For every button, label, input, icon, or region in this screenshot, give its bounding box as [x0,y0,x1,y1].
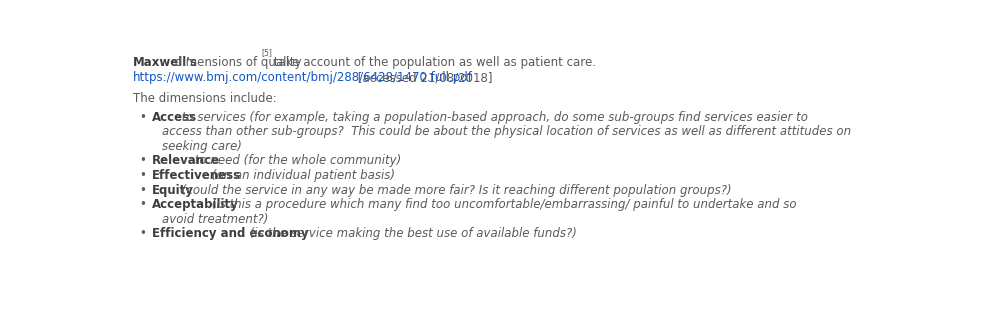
Text: •: • [138,111,145,124]
Text: take account of the population as well as patient care.: take account of the population as well a… [270,56,596,69]
Text: [5]: [5] [262,48,273,57]
Text: (is this a procedure which many find too uncomfortable/embarrassing/ painful to : (is this a procedure which many find too… [207,198,796,211]
Text: •: • [138,154,145,168]
Text: Equity: Equity [152,184,194,196]
Text: to need (for the whole community): to need (for the whole community) [191,154,401,168]
Text: Access: Access [152,111,197,124]
Text: dimensions of quality: dimensions of quality [171,56,302,69]
Text: •: • [138,169,145,182]
Text: [accessed 21/08/2018]: [accessed 21/08/2018] [354,72,492,84]
Text: Relevance: Relevance [152,154,220,168]
Text: Acceptability: Acceptability [152,198,238,211]
Text: Efficiency and economy: Efficiency and economy [152,227,308,240]
Text: •: • [138,184,145,196]
Text: The dimensions include:: The dimensions include: [132,92,277,105]
Text: (is the service making the best use of available funds?): (is the service making the best use of a… [246,227,577,240]
Text: (could the service in any way be made more fair? Is it reaching different popula: (could the service in any way be made mo… [178,184,731,196]
Text: https://www.bmj.com/content/bmj/288/6428/1470.full.pdf: https://www.bmj.com/content/bmj/288/6428… [132,72,472,84]
Text: (on an individual patient basis): (on an individual patient basis) [207,169,395,182]
Text: Maxwell's: Maxwell's [132,56,198,69]
Text: •: • [138,227,145,240]
Text: •: • [138,198,145,211]
Text: to services (for example, taking a population-based approach, do some sub-groups: to services (for example, taking a popul… [178,111,807,124]
Text: access than other sub-groups?  This could be about the physical location of serv: access than other sub-groups? This could… [162,125,851,138]
Text: seeking care): seeking care) [162,140,242,153]
Text: avoid treatment?): avoid treatment?) [162,213,268,226]
Text: Effectiveness: Effectiveness [152,169,241,182]
